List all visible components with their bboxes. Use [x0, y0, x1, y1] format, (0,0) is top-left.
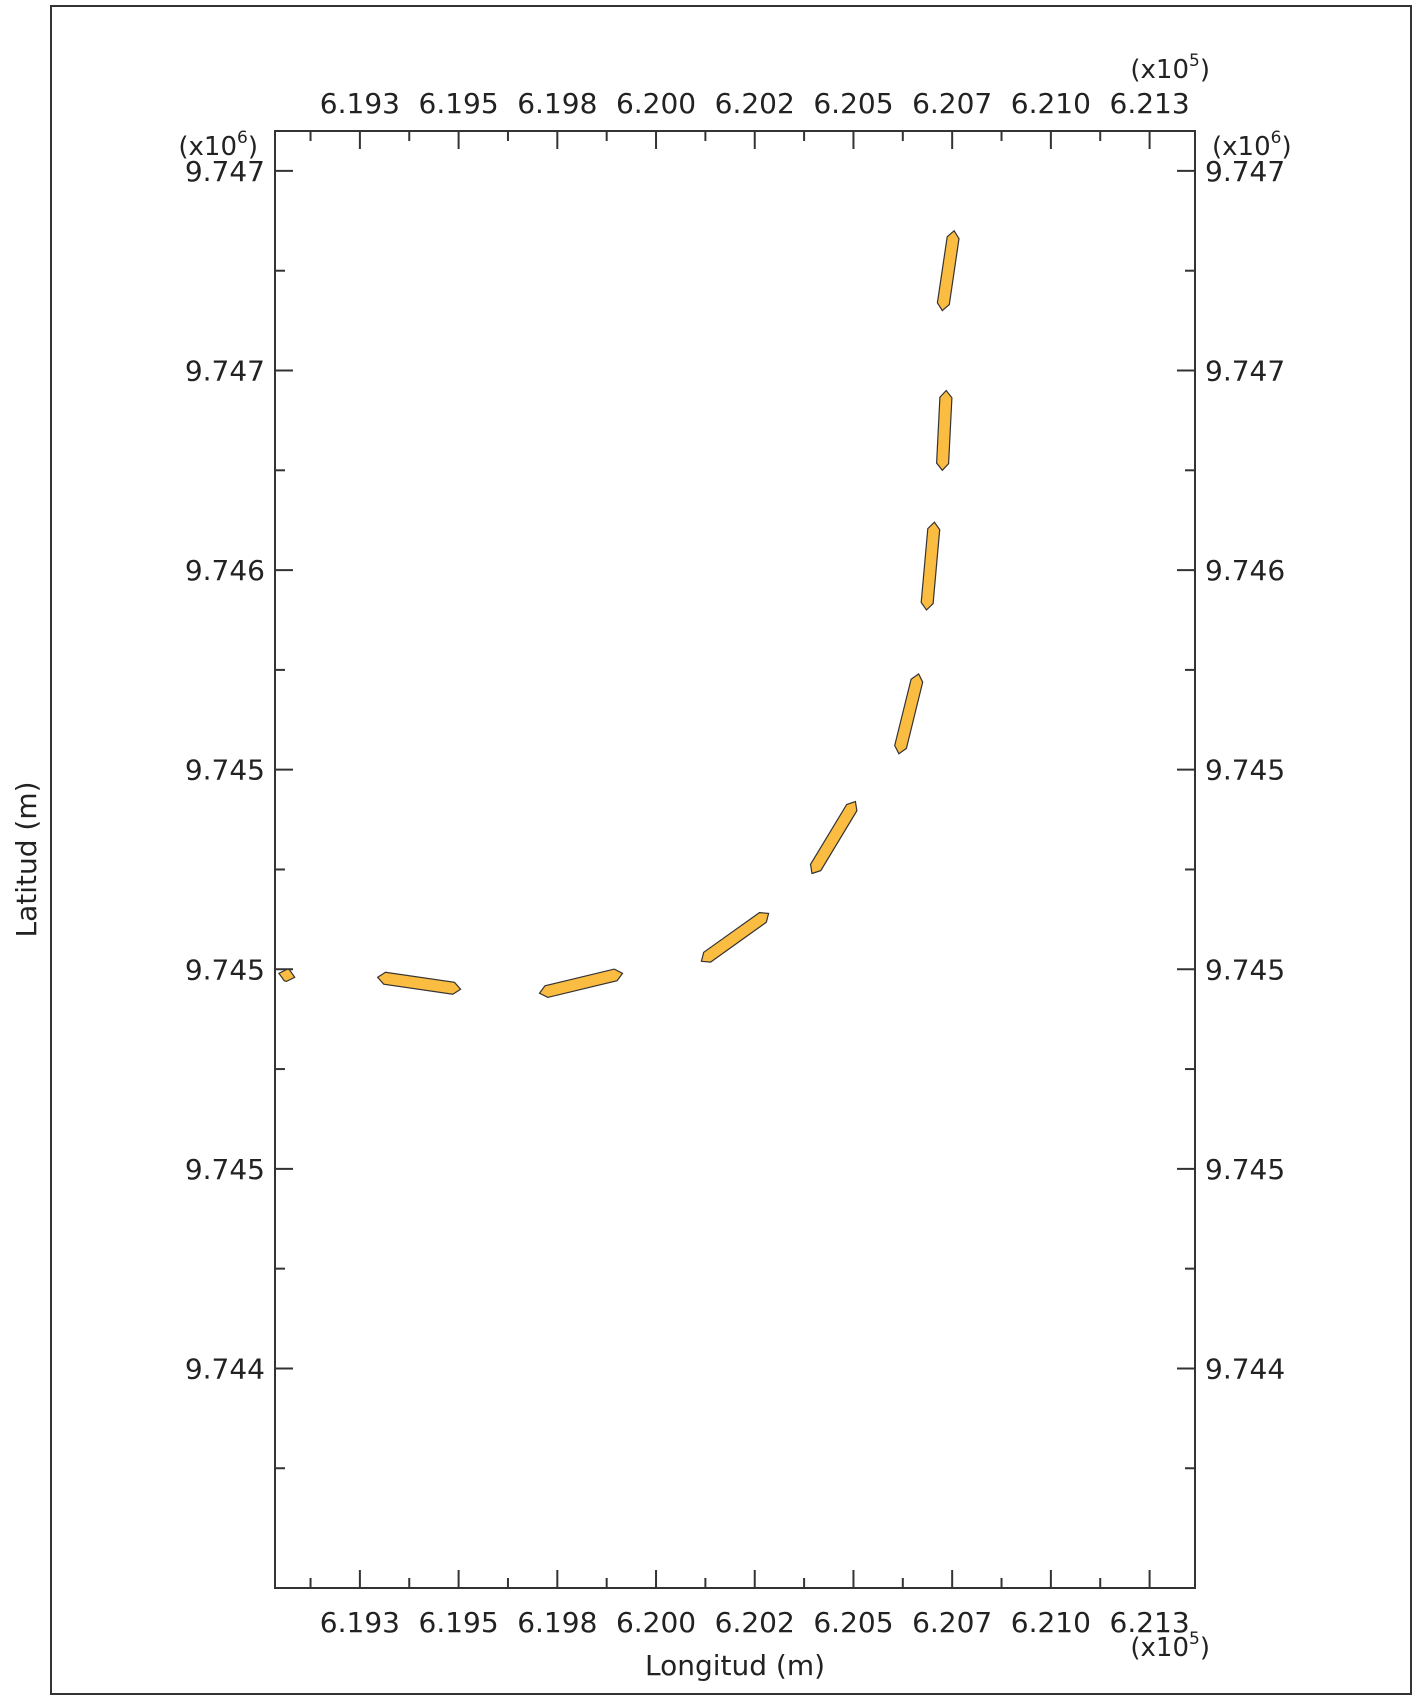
x-multiplier-bottom: (x105): [1130, 1629, 1210, 1663]
y-axis-title: Latitud (m): [10, 781, 43, 937]
x-tick-label-bottom: 6.207: [912, 1606, 992, 1639]
plot-area: [274, 130, 1196, 1589]
y-tick-label-right: 9.745: [1205, 754, 1285, 787]
data-segments: [277, 229, 960, 999]
x-tick-label-bottom: 6.200: [616, 1606, 696, 1639]
x-tick-label-top: 6.210: [1011, 87, 1091, 120]
x-tick-label-bottom: 6.198: [517, 1606, 597, 1639]
x-tick-label-top: 6.205: [813, 87, 893, 120]
y-tick-label-left: 9.745: [185, 953, 265, 986]
y-tick-label-left: 9.747: [185, 155, 265, 188]
data-segment: [376, 971, 462, 995]
x-tick-label-bottom: 6.213: [1110, 1606, 1190, 1639]
data-segment: [894, 673, 924, 755]
y-tick-label-right: 9.744: [1205, 1352, 1285, 1385]
data-segment: [809, 800, 858, 875]
y-multiplier-right: (x106): [1212, 128, 1292, 162]
x-multiplier-top: (x105): [1130, 51, 1210, 85]
tick-marks: [275, 131, 1195, 1588]
x-tick-label-top: 6.195: [419, 87, 499, 120]
y-tick-label-right: 9.745: [1205, 953, 1285, 986]
data-segment: [936, 229, 960, 312]
x-tick-label-bottom: 6.195: [419, 1606, 499, 1639]
x-tick-label-top: 6.213: [1110, 87, 1190, 120]
x-axis-title: Longitud (m): [645, 1649, 825, 1682]
y-tick-label-right: 9.747: [1205, 355, 1285, 388]
y-tick-label-right: 9.747: [1205, 155, 1285, 188]
x-tick-label-top: 6.202: [715, 87, 795, 120]
data-segment: [277, 968, 296, 983]
y-tick-label-right: 9.745: [1205, 1153, 1285, 1186]
x-tick-label-top: 6.193: [320, 87, 400, 120]
data-segment: [700, 911, 770, 963]
y-tick-label-left: 9.747: [185, 355, 265, 388]
x-tick-label-bottom: 6.210: [1011, 1606, 1091, 1639]
x-tick-label-bottom: 6.193: [320, 1606, 400, 1639]
y-tick-label-left: 9.745: [185, 754, 265, 787]
data-segment: [920, 521, 941, 611]
data-segment: [538, 968, 624, 999]
y-tick-label-right: 9.746: [1205, 554, 1285, 587]
y-tick-label-left: 9.746: [185, 554, 265, 587]
y-multiplier-left: (x106): [178, 128, 258, 162]
tick-labels: 6.193 6.193 6.195 6.195 6.198 6.198 6.200 6.200…: [185, 87, 1285, 1639]
data-segment: [935, 389, 953, 472]
x-tick-label-top: 6.207: [912, 87, 992, 120]
x-tick-label-bottom: 6.205: [813, 1606, 893, 1639]
y-tick-label-left: 9.744: [185, 1352, 265, 1385]
x-tick-label-top: 6.198: [517, 87, 597, 120]
y-tick-label-left: 9.745: [185, 1153, 265, 1186]
chart-frame: [50, 5, 1412, 1695]
x-tick-label-top: 6.200: [616, 87, 696, 120]
x-tick-label-bottom: 6.202: [715, 1606, 795, 1639]
